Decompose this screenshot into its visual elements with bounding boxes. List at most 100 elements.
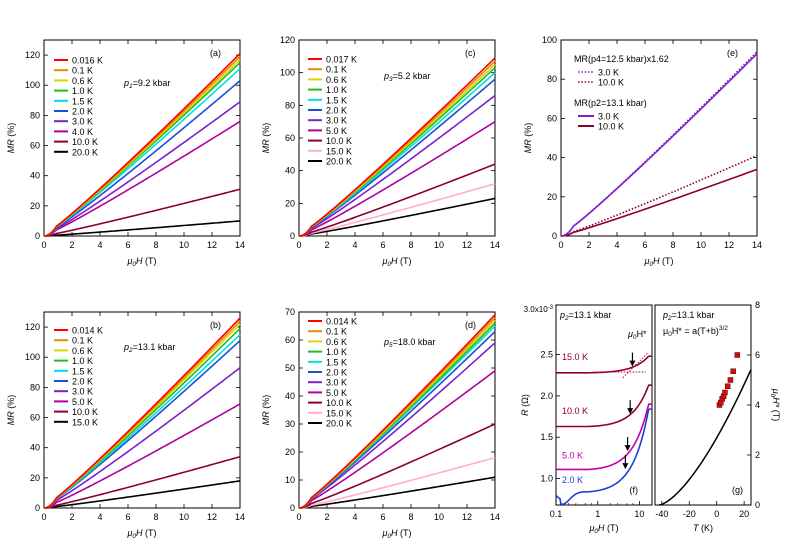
- y-tick-label: 8: [755, 300, 760, 310]
- y-tick-label: 40: [547, 153, 557, 163]
- series-line: [298, 456, 496, 509]
- x-tick-label: 4: [97, 240, 102, 250]
- y-tick-label: 80: [547, 74, 557, 84]
- x-axis-label: μ0H (T): [126, 528, 156, 540]
- data-point: [730, 368, 736, 374]
- y-tick-label: 120: [25, 322, 40, 332]
- series-line: [298, 182, 496, 237]
- plot-frame: [555, 304, 653, 506]
- x-tick-label: 6: [380, 240, 385, 250]
- legend-label: 10.0 K: [326, 398, 352, 408]
- y-axis-label: MR (%): [261, 395, 271, 426]
- hstar-arrow-head: [624, 445, 631, 452]
- series-line: [298, 120, 496, 237]
- series-line: [43, 120, 241, 237]
- legend-label: 10.0 K: [598, 78, 624, 88]
- plot-frame: [43, 39, 241, 237]
- series-line: [43, 188, 241, 237]
- fit-curve: [658, 369, 752, 506]
- y-tick-label: 0: [35, 503, 40, 513]
- x-tick-label: 1: [595, 509, 600, 519]
- x-tick-label: 10: [179, 240, 189, 250]
- y-axis-label: MR (%): [6, 123, 16, 154]
- plot-frame: [298, 311, 496, 509]
- y-tick-label: 2: [755, 450, 760, 460]
- x-tick-label: 12: [462, 512, 472, 522]
- series-line: [43, 367, 241, 509]
- hstar-arrow-head: [629, 360, 636, 367]
- x-tick-label: 6: [380, 512, 385, 522]
- panel-a: 0 2 4 6 8 10 12 14 0 20 40 60 80 100 120 μ0H (T) MR (%) 0…: [6, 39, 245, 268]
- x-tick-label: 2: [69, 240, 74, 250]
- plot-frame: [43, 311, 241, 509]
- legend-label: 0.1 K: [72, 336, 93, 346]
- series-line: [298, 423, 496, 509]
- y-tick-label: 100: [25, 352, 40, 362]
- legend-label: 0.014 K: [326, 317, 357, 327]
- x-tick-label: 14: [490, 240, 500, 250]
- x-tick-label: 2: [69, 512, 74, 522]
- y-tick-label: 6: [755, 350, 760, 360]
- y-tick-label: 100: [280, 68, 295, 78]
- y-tick-label: 70: [285, 307, 295, 317]
- legend-label: 15.0 K: [326, 408, 352, 418]
- x-tick-label: 8: [153, 512, 158, 522]
- y-tick-label: 60: [285, 133, 295, 143]
- data-point: [724, 383, 731, 389]
- legend-label: 0.6 K: [326, 337, 347, 347]
- legend-label: 15.0 K: [72, 417, 98, 427]
- series-line: [560, 51, 758, 237]
- legend-label: 10.0 K: [72, 407, 98, 417]
- panel-label: (d): [465, 320, 476, 330]
- y-tick-label: 20: [30, 473, 40, 483]
- panel-label: (b): [210, 320, 221, 330]
- y-tick-label: 40: [285, 166, 295, 176]
- y-tick-label: 0: [290, 231, 295, 241]
- series-line: [555, 408, 652, 505]
- x-tick-label: 8: [408, 240, 413, 250]
- legend-title-p2: MR(p2=13.1 kbar): [574, 98, 647, 108]
- series-label: 5.0 K: [562, 450, 583, 460]
- x-axis-label: μ0H (T): [643, 256, 673, 268]
- x-tick-label: 14: [490, 512, 500, 522]
- y-tick-label: 60: [30, 141, 40, 151]
- x-tick-label: 8: [670, 240, 675, 250]
- legend-label: 0.6 K: [72, 76, 93, 86]
- legend-label: 1.5 K: [72, 96, 93, 106]
- y-tick-label: 120: [280, 35, 295, 45]
- x-tick-label: 6: [642, 240, 647, 250]
- y-tick-label: 60: [30, 413, 40, 423]
- pressure-annotation: p5=18.0 kbar: [383, 337, 435, 349]
- y-axis-label: MR (%): [523, 123, 533, 154]
- legend-label: 20.0 K: [326, 157, 352, 167]
- x-tick-label: 12: [724, 240, 734, 250]
- series-line: [43, 53, 241, 237]
- y-tick-label: 20: [30, 201, 40, 211]
- legend-label: 3.0 K: [72, 387, 93, 397]
- pressure-annotation: p2=13.1 kbar: [662, 310, 714, 322]
- x-tick-label: 6: [125, 240, 130, 250]
- legend-label: 5.0 K: [326, 126, 347, 136]
- y-tick-label: 40: [30, 443, 40, 453]
- x-tick-label: 0: [41, 512, 46, 522]
- legend-label: 3.0 K: [72, 117, 93, 127]
- panel-label: (f): [630, 485, 639, 495]
- y-tick-label: 100: [25, 80, 40, 90]
- x-tick-label: 0.1: [550, 509, 563, 519]
- panel-e: 0 2 4 6 8 10 12 14 0 20 40 60 80 100 μ0H (T) MR (%) (e) M…: [523, 35, 762, 268]
- x-tick-label: 0: [558, 240, 563, 250]
- legend-label: 0.6 K: [326, 75, 347, 85]
- x-tick-label: -40: [655, 509, 668, 519]
- panel-label: (e): [727, 48, 738, 58]
- legend-title-scaled: MR(p4=12.5 kbar)x1.62: [574, 54, 669, 64]
- x-tick-label: 10: [179, 512, 189, 522]
- series-line: [298, 342, 496, 509]
- series-line: [43, 80, 241, 237]
- y-tick-label: 120: [25, 50, 40, 60]
- x-tick-label: 2: [324, 240, 329, 250]
- legend-label: 1.0 K: [72, 86, 93, 96]
- x-axis-label: μ0H (T): [126, 256, 156, 268]
- series-label: 10.0 K: [562, 406, 588, 416]
- legend-label: 15.0 K: [326, 146, 352, 156]
- legend-label: 4.0 K: [72, 127, 93, 137]
